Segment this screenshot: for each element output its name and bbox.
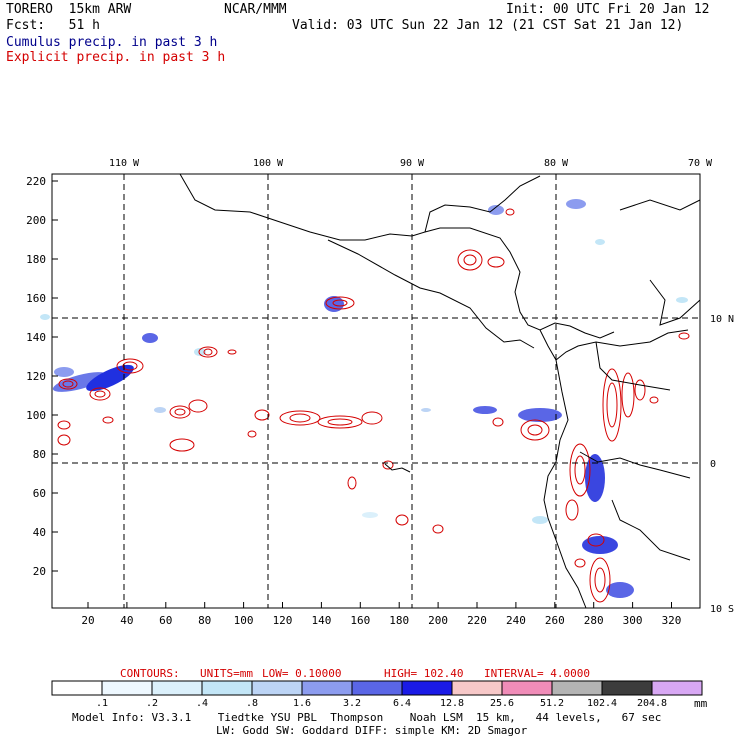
contours-label: CONTOURS: <box>120 667 180 680</box>
y-tick-label: 200 <box>26 214 46 227</box>
x-tick-label: 140 <box>311 614 331 627</box>
x-tick-label: 200 <box>428 614 448 627</box>
valid-time: Valid: 03 UTC Sun 22 Jan 12 (21 CST Sat … <box>292 18 684 33</box>
colorbar-label: 6.4 <box>393 698 411 709</box>
legend-explicit: Explicit precip. in past 3 h <box>6 50 226 65</box>
init-time: Init: 00 UTC Fri 20 Jan 12 <box>506 2 710 17</box>
lon-label: 80 W <box>544 158 569 169</box>
colorbar-unit: mm <box>694 697 708 710</box>
colorbar-label: 12.8 <box>440 698 464 709</box>
latlon-grid <box>52 174 700 608</box>
x-tick-label: 80 <box>198 614 211 627</box>
y-tick-label: 80 <box>33 448 46 461</box>
contours-interval: INTERVAL= 4.0000 <box>484 667 590 680</box>
colorbar-swatch <box>401 680 453 696</box>
contours-low: LOW= 0.10000 <box>262 667 342 680</box>
colorbar-swatch <box>201 680 253 696</box>
colorbar-label: 102.4 <box>587 698 617 709</box>
lat-label: 0 <box>710 459 716 470</box>
x-tick-label: 20 <box>81 614 94 627</box>
x-tick-label: 240 <box>506 614 526 627</box>
org-label: NCAR/MMM <box>224 2 287 17</box>
colorbar-swatch <box>251 680 303 696</box>
colorbar-swatch <box>151 680 203 696</box>
y-tick-label: 220 <box>26 175 46 188</box>
lon-label: 100 W <box>253 158 284 169</box>
colorbar-swatch <box>101 680 153 696</box>
lon-label: 110 W <box>109 158 140 169</box>
cumulus-precip-shading <box>40 199 688 598</box>
model-title: TORERO 15km ARW <box>6 2 132 17</box>
y-tick-label: 60 <box>33 487 46 500</box>
y-tick-label: 100 <box>26 409 46 422</box>
colorbar-label: .4 <box>196 698 208 709</box>
colorbar-label: 51.2 <box>540 698 564 709</box>
explicit-precip-contours <box>57 208 690 603</box>
colorbar-swatch <box>551 680 603 696</box>
y-tick-label: 120 <box>26 370 46 383</box>
lon-label: 90 W <box>400 158 425 169</box>
x-tick-label: 260 <box>545 614 565 627</box>
contours-units: UNITS=mm <box>200 667 253 680</box>
colorbar-swatch <box>601 680 653 696</box>
colorbar-swatch <box>651 680 703 696</box>
axis-tick-marks <box>52 180 672 608</box>
colorbar-label: 25.6 <box>490 698 514 709</box>
colorbar-swatch <box>351 680 403 696</box>
y-tick-label: 160 <box>26 292 46 305</box>
x-tick-label: 220 <box>467 614 487 627</box>
colorbar-label: .2 <box>146 698 158 709</box>
colorbar-swatch <box>51 680 103 696</box>
y-tick-label: 20 <box>33 565 46 578</box>
x-tick-label: 320 <box>662 614 682 627</box>
legend-cumulus: Cumulus precip. in past 3 h <box>6 35 218 50</box>
model-info-physics: LW: Godd SW: Goddard DIFF: simple KM: 2D… <box>216 724 528 737</box>
x-tick-label: 160 <box>350 614 370 627</box>
colorbar-label: 3.2 <box>343 698 361 709</box>
model-info: Model Info: V3.3.1 Tiedtke YSU PBL Thomp… <box>72 711 662 724</box>
x-tick-label: 280 <box>584 614 604 627</box>
lon-label: 70 W <box>688 158 713 169</box>
axis-tick-labels: 220 200 180 160 140 120 100 80 60 40 20 20 40 60 80 100… <box>26 175 681 627</box>
x-tick-label: 300 <box>623 614 643 627</box>
colorbar-swatch <box>501 680 553 696</box>
colorbar-label: 1.6 <box>293 698 311 709</box>
latitude-labels: 10 N 0 10 S <box>710 314 734 615</box>
x-tick-label: 60 <box>159 614 172 627</box>
contours-high: HIGH= 102.40 <box>384 667 464 680</box>
longitude-labels: 110 W 100 W 90 W 80 W 70 W <box>109 158 713 169</box>
colorbar-label: 204.8 <box>637 698 667 709</box>
map-frame <box>51 173 701 609</box>
x-tick-label: 180 <box>389 614 409 627</box>
lat-label: 10 S <box>710 604 734 615</box>
colorbar-swatch <box>451 680 503 696</box>
colorbar-label: .8 <box>246 698 258 709</box>
colorbar-label: .1 <box>96 698 108 709</box>
y-tick-label: 40 <box>33 526 46 539</box>
colorbar-swatch <box>301 680 353 696</box>
lat-label: 10 N <box>710 314 734 325</box>
forecast-hour: Fcst: 51 h <box>6 18 100 33</box>
y-tick-label: 180 <box>26 253 46 266</box>
x-tick-label: 100 <box>234 614 254 627</box>
colorbar: .1 .2 .4 .8 1.6 3.2 6.4 12.8 25.6 51.2 102.4 204.8 <box>51 680 703 709</box>
y-tick-label: 140 <box>26 331 46 344</box>
coastlines <box>179 173 701 609</box>
x-tick-label: 40 <box>120 614 133 627</box>
x-tick-label: 120 <box>273 614 293 627</box>
